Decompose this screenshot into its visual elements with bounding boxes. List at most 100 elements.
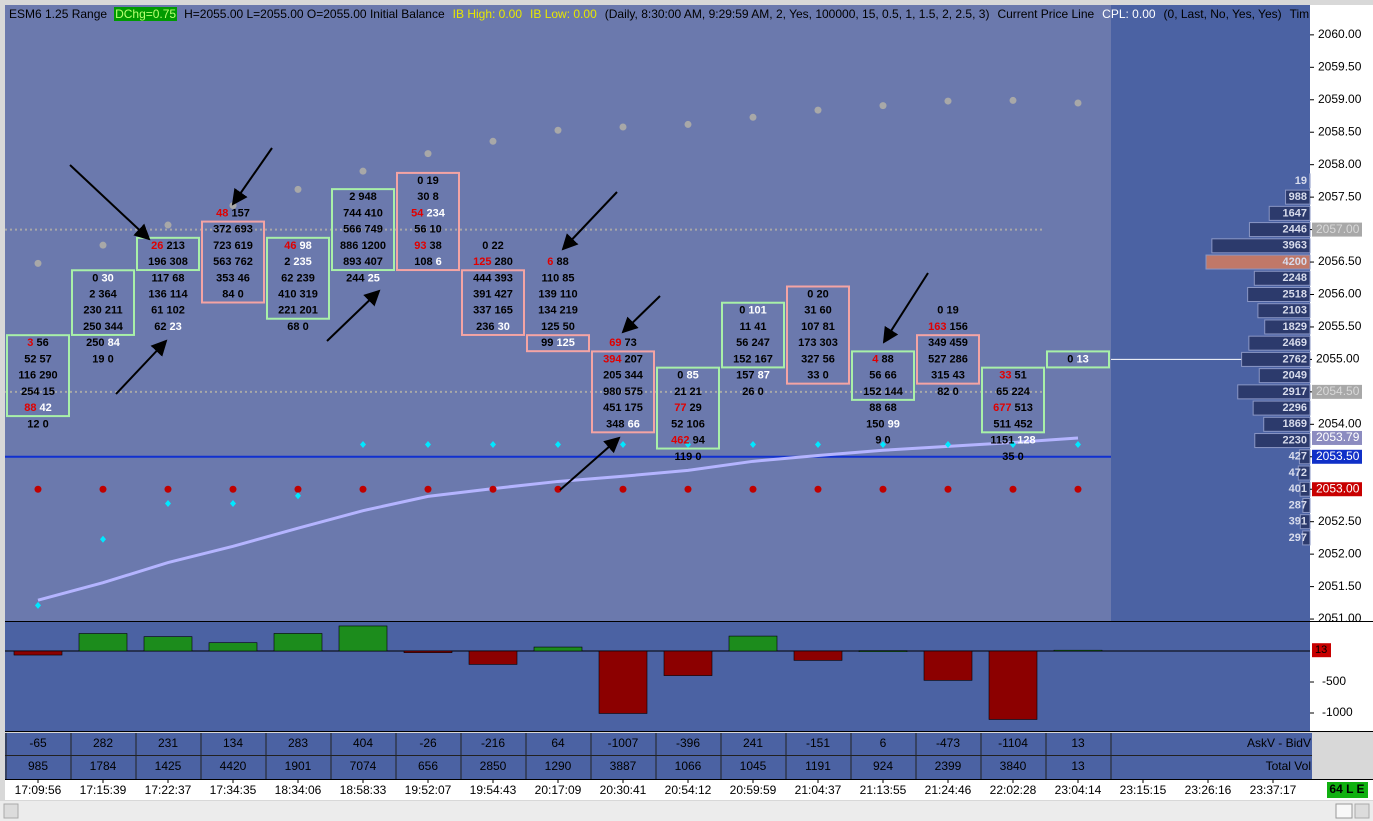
bid-volume: 4 (872, 353, 879, 365)
profile-label: 2446 (1283, 223, 1307, 235)
cyan-dot (815, 440, 821, 448)
ask-volume: 110 (560, 288, 578, 300)
footprint-row: 244 25 (346, 272, 380, 284)
delta-bar (468, 650, 518, 665)
x-tick-label: 20:54:12 (665, 783, 712, 797)
footprint-row: 136 114 (148, 288, 188, 300)
footprint-row: 677 513 (993, 402, 1033, 414)
footprint-row: 2 948 (349, 191, 377, 203)
bid-volume: 26 (151, 240, 163, 252)
footprint-row: 9 0 (875, 434, 890, 446)
cyan-dot (360, 440, 366, 448)
upper-dot (749, 113, 757, 121)
bid-volume: 110 (541, 272, 559, 284)
profile-label: 4200 (1283, 256, 1307, 268)
delta-bar (663, 650, 713, 676)
bid-volume: 35 (1002, 451, 1014, 463)
ask-volume: 410 (365, 207, 383, 219)
delta-cell: 6 (880, 736, 887, 750)
total-vol-cell: 2399 (935, 759, 962, 773)
footprint-row: 221 201 (278, 305, 318, 317)
profile-label: 391 (1289, 516, 1307, 528)
scrollbar[interactable] (0, 801, 1373, 821)
x-tick-label: 21:13:55 (860, 783, 907, 797)
footprint-row: 77 29 (674, 402, 702, 414)
y-tick-label: 2051.00 (1318, 611, 1362, 625)
x-tick-label: 23:26:16 (1185, 783, 1232, 797)
arrow (882, 272, 929, 344)
footprint-row: 173 303 (798, 337, 838, 349)
profile-bar (1253, 270, 1311, 286)
scroll-right[interactable] (1354, 803, 1370, 819)
profile-label: 2296 (1283, 402, 1307, 414)
bid-volume: 56 (414, 223, 426, 235)
x-tick-label: 20:17:09 (535, 783, 582, 797)
bid-volume: 125 (541, 321, 559, 333)
footprint-row: 0 20 (807, 288, 828, 300)
scroll-thumb[interactable] (1335, 803, 1353, 819)
bid-volume: 68 (287, 321, 299, 333)
arrow (559, 436, 621, 491)
footprint-row: 19 0 (92, 353, 113, 365)
price-marker-label: 2054.50 (1316, 384, 1360, 398)
footprint-row: 254 15 (21, 386, 55, 398)
price-axis (1310, 5, 1373, 732)
footprint-row: 1151 128 (990, 434, 1035, 446)
ask-volume: 10 (430, 223, 442, 235)
time-axis (5, 780, 1373, 800)
footprint-row: 88 42 (24, 402, 52, 414)
cyan-dot (295, 492, 301, 500)
bid-volume: 82 (937, 386, 949, 398)
footprint-row: 337 165 (473, 305, 513, 317)
bid-volume: 157 (736, 370, 754, 382)
y-tick-label: -1000 (1322, 705, 1353, 719)
bid-volume: 21 (674, 386, 686, 398)
bid-volume: 61 (151, 305, 163, 317)
footprint-row: 61 102 (151, 305, 185, 317)
ask-volume: 68 (885, 402, 897, 414)
footprint-row: 88 68 (869, 402, 897, 414)
profile-label: 2230 (1283, 434, 1307, 446)
scroll-left[interactable] (3, 803, 19, 819)
footprint-row: 116 290 (18, 370, 57, 382)
bid-volume: 54 (411, 207, 424, 219)
footprint-row: 0 85 (677, 370, 698, 382)
footprint-row: 2 364 (89, 288, 117, 300)
red-dot (749, 485, 757, 493)
red-dot (424, 485, 432, 493)
footprint-row: 134 219 (538, 305, 578, 317)
y-tick-label: 2057.50 (1318, 189, 1362, 203)
ask-volume: 762 (235, 256, 253, 268)
bid-volume: 372 (213, 223, 231, 235)
delta-cell: -216 (481, 736, 505, 750)
total-vol-cell: 4420 (220, 759, 247, 773)
bid-volume: 134 (538, 305, 557, 317)
ask-volume: 165 (495, 305, 513, 317)
footprint-row: 48 157 (216, 207, 250, 219)
y-tick-label: 2055.50 (1318, 319, 1362, 333)
bid-volume: 69 (609, 337, 621, 349)
bid-volume: 348 (606, 418, 624, 430)
bid-volume: 136 (148, 288, 166, 300)
profile-label: 2049 (1283, 370, 1307, 382)
ask-volume: 749 (365, 223, 383, 235)
delta-bar (728, 635, 778, 652)
footprint-row: 205 344 (603, 370, 644, 382)
ask-volume: 213 (166, 240, 184, 252)
ask-volume: 948 (358, 191, 376, 203)
delta-bar (1053, 649, 1103, 652)
bid-volume: 150 (866, 418, 884, 430)
delta-cell: 64 (551, 736, 565, 750)
ask-volume: 46 (238, 272, 250, 284)
bid-volume: 31 (804, 305, 816, 317)
profile-bar (1268, 205, 1311, 221)
upper-dot (34, 259, 42, 267)
bid-volume: 315 (931, 370, 949, 382)
footprint-row: 69 73 (609, 337, 637, 349)
ask-volume: 15 (43, 386, 55, 398)
ask-volume: 1200 (361, 240, 385, 252)
profile-label: 287 (1289, 499, 1307, 511)
total-vol-cell: 1066 (675, 759, 702, 773)
